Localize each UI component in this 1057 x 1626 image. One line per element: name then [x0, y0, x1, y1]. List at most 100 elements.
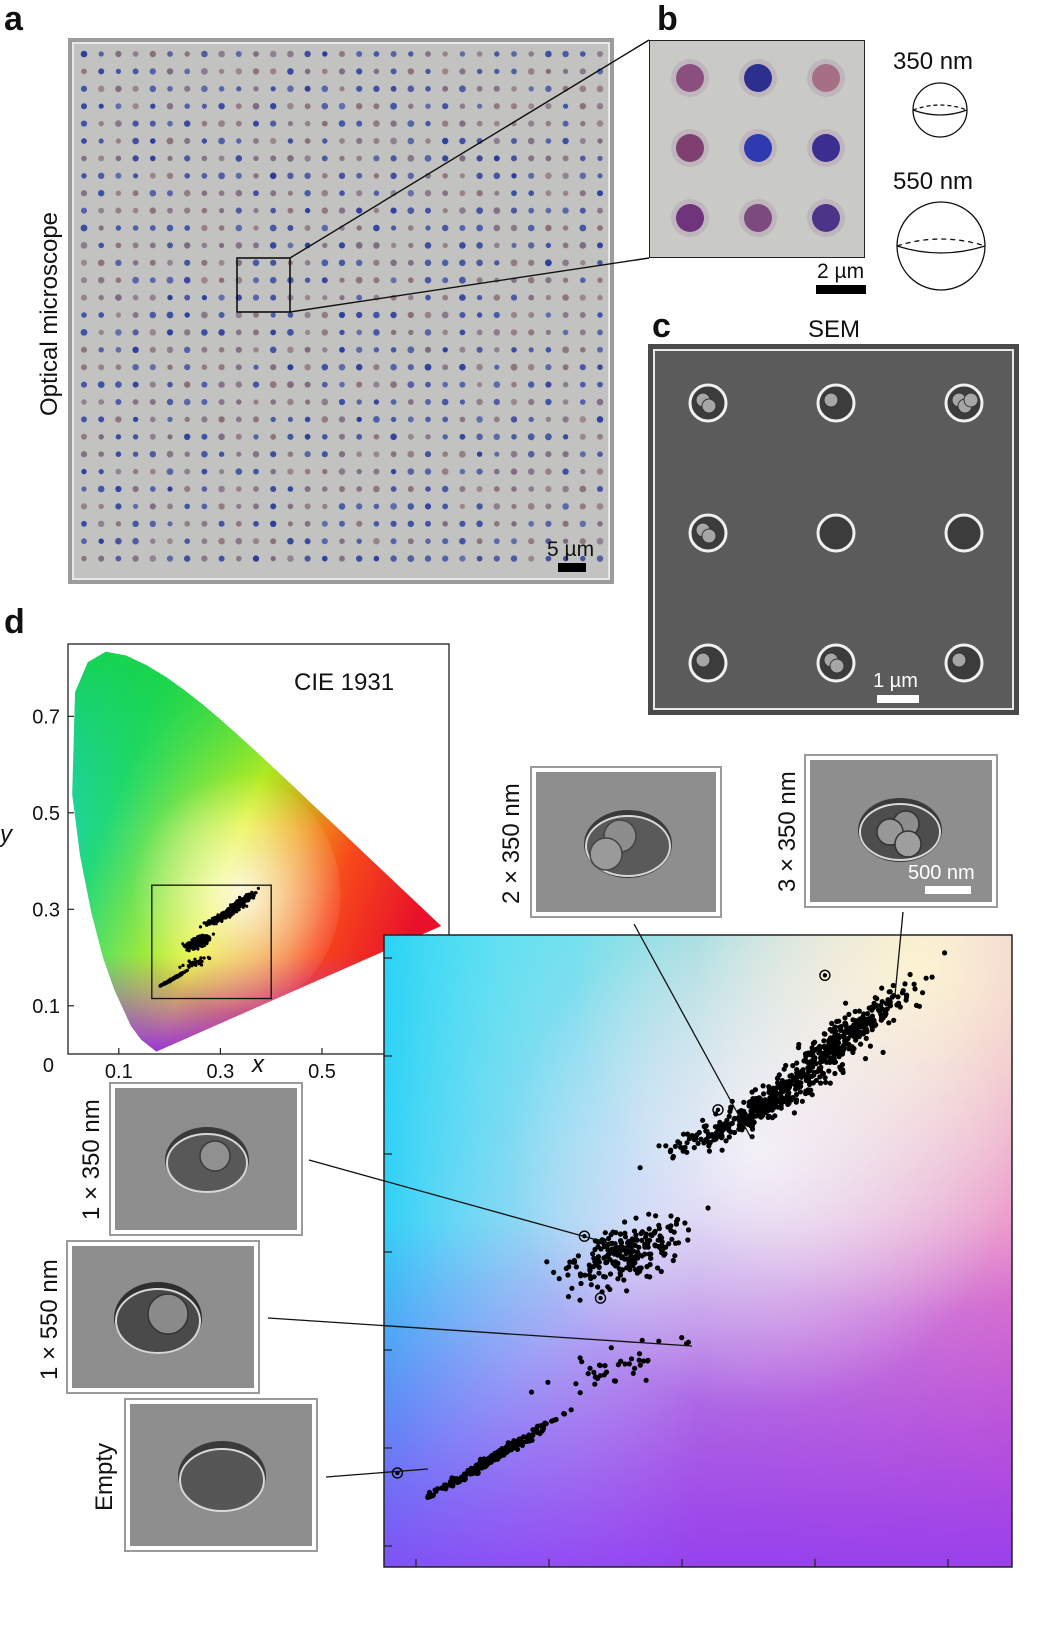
zoom-data-point [864, 1029, 870, 1035]
micro-dot [304, 486, 311, 492]
zoom-data-point [653, 1213, 659, 1219]
zoom-data-point [850, 1049, 856, 1055]
micro-dot [425, 434, 431, 440]
micro-dot [304, 503, 311, 510]
cie-data-point [229, 908, 233, 912]
zoom-data-point [821, 1038, 827, 1044]
zoom-data-point [695, 1140, 701, 1146]
zoom-data-point [872, 1002, 878, 1008]
micro-dot [304, 468, 311, 475]
micro-dot [149, 520, 156, 527]
micro-dot [167, 381, 173, 388]
zoom-data-point [590, 1251, 596, 1257]
micro-dot [527, 503, 535, 510]
micro-dot [132, 276, 139, 284]
micro-dot [304, 138, 311, 144]
micro-dot [373, 138, 380, 144]
micro-dot [511, 68, 517, 75]
sphere-small-label: 350 nm [893, 48, 974, 75]
micro-dot [201, 224, 208, 232]
zoom-data-point [577, 1271, 583, 1277]
micro-dot [253, 190, 259, 197]
zoom-data-point [800, 1072, 806, 1078]
sem-sphere [963, 392, 979, 408]
zoom-data-point [647, 1261, 653, 1268]
micro-dot [459, 363, 466, 371]
zoom-data-point [802, 1057, 809, 1063]
scale-bar-a-label: 5 µm [547, 538, 595, 561]
micro-dot [98, 85, 105, 92]
micro-dot [149, 329, 157, 336]
micro-dot [373, 242, 380, 249]
micro-dot [287, 85, 294, 93]
micro-dot [150, 468, 156, 475]
zoom-data-point [706, 1140, 713, 1147]
micro-dot [81, 207, 87, 214]
micro-dot [476, 398, 483, 406]
zoom-data-point [762, 1106, 768, 1112]
micro-dot [545, 485, 552, 493]
zoom-data-point [832, 1059, 838, 1065]
zoom-data-point [773, 1099, 779, 1106]
micro-dot [235, 103, 242, 110]
micro-dot [235, 189, 243, 197]
micro-dot [184, 68, 191, 75]
micro-dot [235, 207, 242, 214]
micro-dot [287, 155, 294, 162]
zoom-data-point [577, 1390, 583, 1396]
zoom-data-point [530, 1432, 536, 1438]
micro-dot [304, 190, 311, 197]
micro-dot [81, 312, 87, 318]
zoom-data-point [613, 1259, 619, 1265]
zoom-data-point [454, 1476, 460, 1482]
micro-dot [304, 260, 311, 266]
micro-dot [580, 555, 586, 562]
micro-dot [390, 85, 397, 92]
micro-dot [321, 155, 328, 162]
micro-dot [115, 294, 122, 301]
micro-dot [562, 538, 569, 544]
micro-dot [133, 173, 139, 179]
zoom-data-point [602, 1363, 608, 1369]
zoom-data-point [563, 1265, 569, 1272]
micro-dot [98, 538, 104, 544]
micro-dot [579, 520, 586, 527]
micro-dot [476, 224, 483, 232]
micro-dot [373, 51, 380, 57]
micro-dot [115, 555, 122, 562]
micro-dot [269, 276, 277, 284]
micro-dot [459, 555, 466, 562]
thumb-1x350 [109, 1082, 303, 1236]
micro-dot [81, 103, 87, 110]
zoom-data-point [784, 1092, 790, 1098]
micro-dot [425, 86, 431, 92]
micro-dot [235, 172, 242, 179]
micro-dot [528, 103, 535, 110]
zoom-dot [812, 134, 840, 162]
zoom-data-point [752, 1108, 758, 1114]
zoom-data-point [603, 1260, 609, 1266]
micro-dot [184, 138, 191, 144]
micro-dot [218, 433, 225, 441]
micro-dot [304, 451, 311, 458]
micro-dot [219, 242, 225, 248]
cie-data-point [205, 935, 209, 939]
zoom-data-point [778, 1095, 785, 1101]
cie-data-point [200, 959, 204, 963]
zoom-data-point [858, 1041, 864, 1047]
sem-sphere [951, 652, 967, 668]
cie-data-point [226, 907, 230, 911]
micro-dot [510, 224, 518, 232]
micro-dot [167, 486, 173, 492]
micro-dot [184, 538, 190, 544]
micro-dot [476, 68, 483, 75]
micro-dot [407, 555, 415, 562]
micro-dot [132, 416, 139, 423]
zoom-data-point [636, 1351, 643, 1357]
micro-dot [81, 381, 87, 388]
zoom-data-point [719, 1147, 725, 1153]
micro-dot [459, 468, 466, 475]
micro-dot [527, 224, 535, 232]
zoom-data-point [656, 1143, 662, 1149]
zoom-data-point [601, 1255, 607, 1261]
